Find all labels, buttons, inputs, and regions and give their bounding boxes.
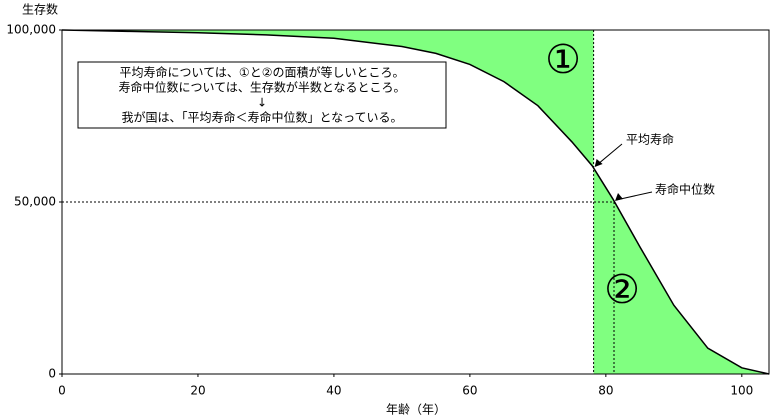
area-2 — [593, 168, 769, 374]
x-tick-label: 60 — [462, 384, 477, 398]
x-tick-label: 100 — [730, 384, 753, 398]
note-box — [77, 61, 447, 129]
note-line: 平均寿命については、①と②の面積が等しいところ。 — [120, 65, 405, 80]
median-label: 寿命中位数 — [655, 182, 715, 197]
y-tick-label: 0 — [48, 367, 56, 381]
x-tick-label: 20 — [190, 384, 205, 398]
survival-curve — [61, 29, 770, 375]
mean-arrowhead — [594, 159, 603, 168]
x-tick-label: 80 — [598, 384, 613, 398]
note-line: ↓ — [257, 96, 267, 110]
x-axis-label: 年齢（年） — [386, 402, 446, 417]
median-arrowhead — [615, 193, 624, 201]
y-axis-label: 生存数 — [22, 2, 58, 17]
area-2-label: ② — [604, 267, 640, 313]
note-line: 寿命中位数については、生存数が半数となるところ。 — [118, 80, 405, 95]
y-tick-label: 50,000 — [14, 195, 56, 209]
area-1 — [62, 30, 594, 169]
note-line: 我が国は、「平均寿命＜寿命中位数」となっている。 — [121, 110, 402, 125]
area-1-label: ① — [545, 37, 581, 83]
y-tick-label: 100,000 — [6, 23, 56, 37]
x-tick-label: 0 — [58, 384, 66, 398]
x-tick-label: 40 — [326, 384, 341, 398]
mean-label: 平均寿命 — [626, 132, 674, 147]
